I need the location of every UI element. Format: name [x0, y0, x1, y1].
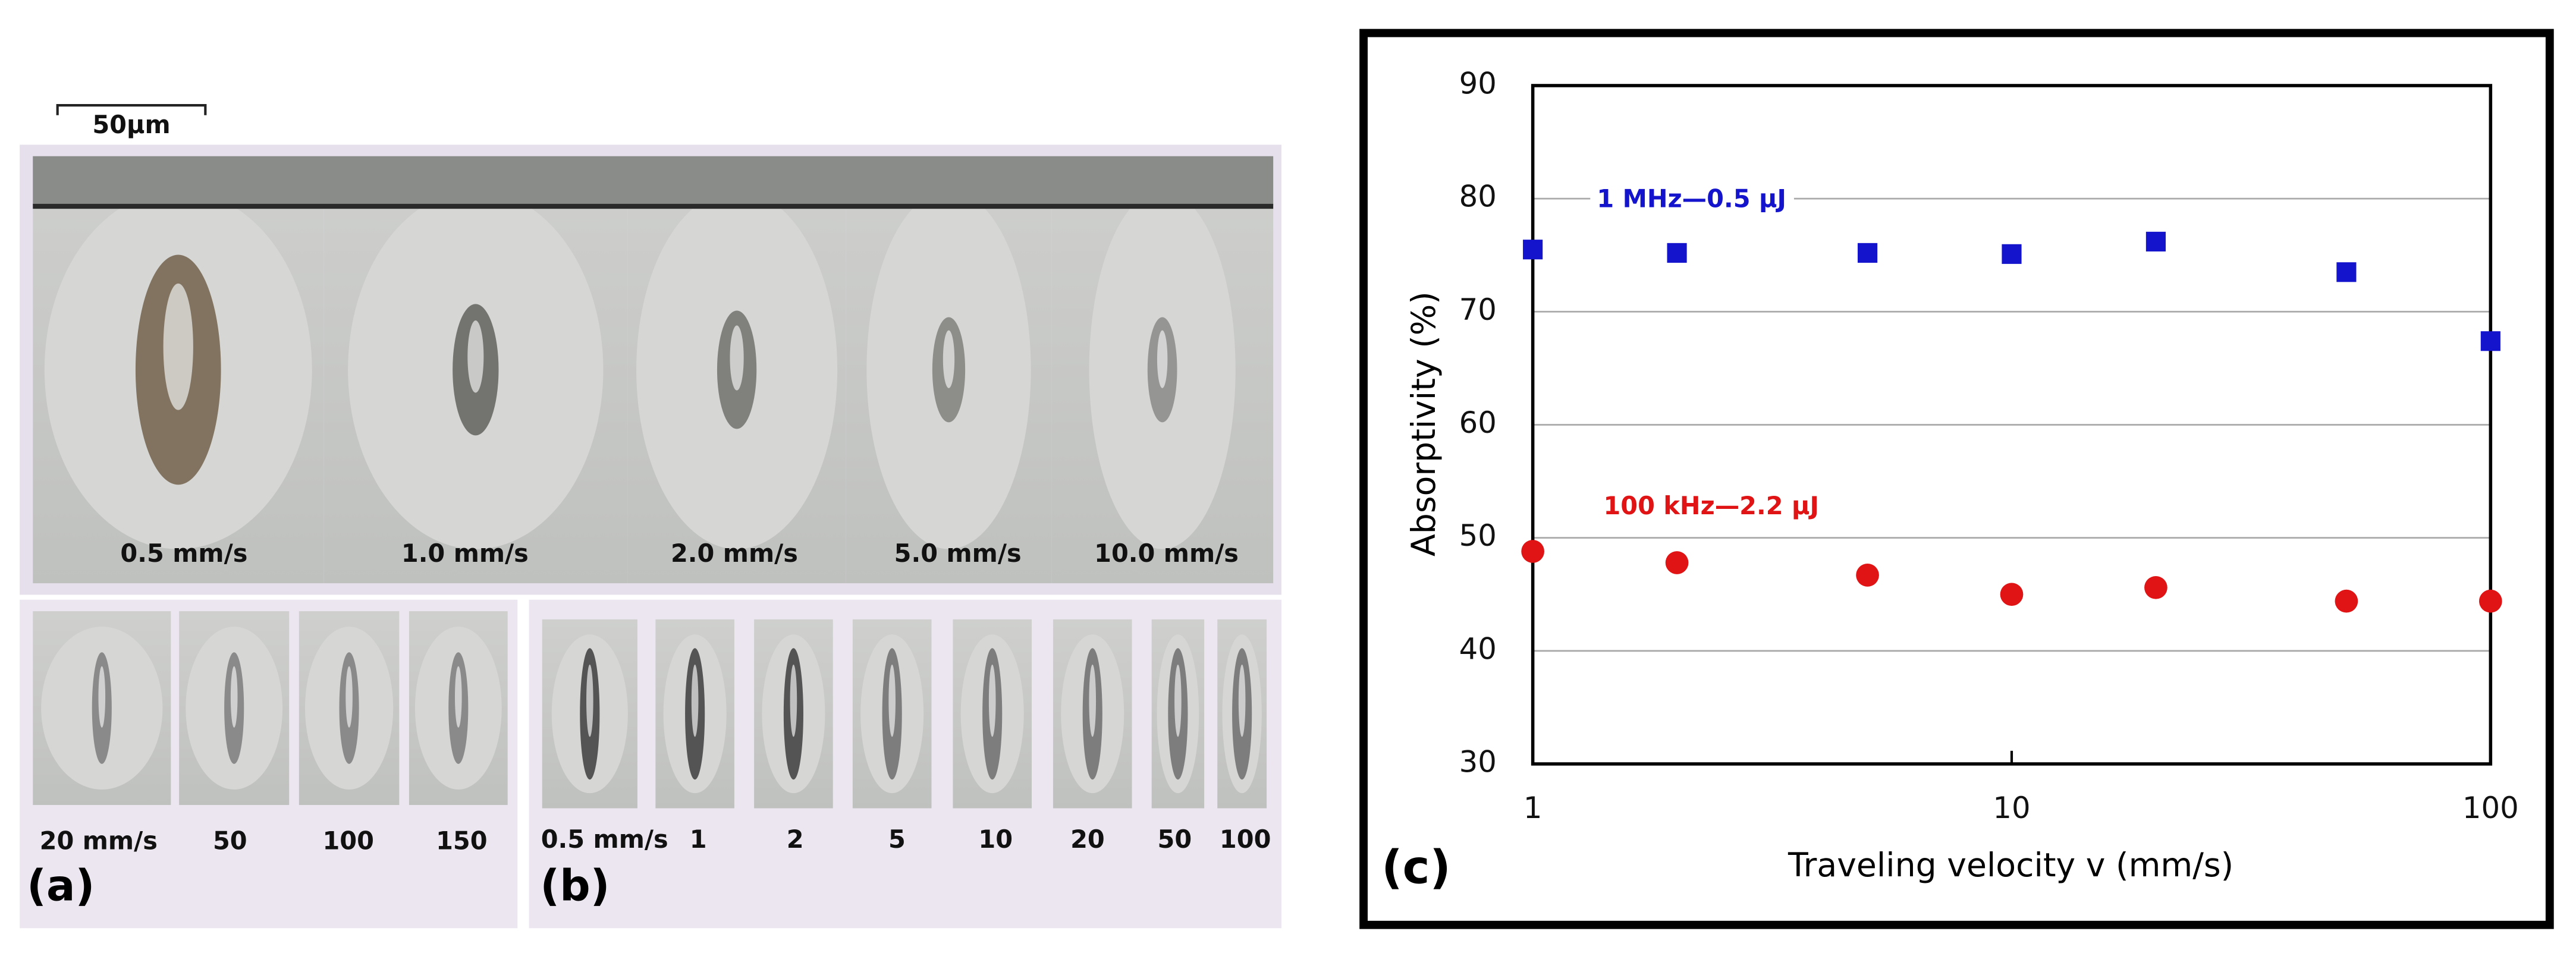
- micrograph-highlight: [467, 320, 484, 393]
- legend-bg: [1590, 182, 1794, 219]
- micrograph-highlight: [1174, 664, 1182, 737]
- image-label: 100: [1220, 825, 1271, 854]
- point: [1856, 564, 1879, 587]
- surface-edge: [33, 156, 1274, 206]
- point: [2335, 589, 2358, 613]
- image-label: 20: [1070, 825, 1105, 854]
- image-label: 50: [213, 827, 247, 856]
- y-axis-title: Absorptivity (%): [1405, 291, 1443, 556]
- micrograph-highlight: [98, 666, 106, 728]
- y-tick-label: 50: [1459, 518, 1497, 553]
- image-label: 100: [322, 827, 374, 856]
- y-tick-label: 30: [1459, 744, 1497, 779]
- micrograph-highlight: [455, 666, 462, 728]
- plot-area: [1531, 84, 2493, 766]
- micrograph-highlight: [943, 330, 955, 388]
- image-label: 0.5 mm/s: [120, 539, 247, 568]
- y-tick-label: 70: [1459, 292, 1497, 327]
- micrograph-highlight: [888, 664, 896, 737]
- panel-label: (c): [1381, 841, 1451, 895]
- point: [1521, 540, 1544, 563]
- micrograph-highlight: [988, 664, 996, 737]
- point: [2144, 575, 2167, 599]
- micrograph-highlight: [230, 666, 238, 728]
- point: [2000, 583, 2024, 606]
- image-label: 5.0 mm/s: [894, 539, 1022, 568]
- x-tick-label: 10: [1993, 791, 2030, 825]
- y-tick-label: 90: [1459, 66, 1497, 100]
- micrograph-highlight: [730, 325, 744, 391]
- legend-bg: [1597, 489, 1801, 526]
- point: [1665, 551, 1689, 574]
- image-label: 1: [690, 825, 707, 854]
- micrograph-highlight: [1157, 330, 1168, 388]
- point: [1667, 243, 1687, 263]
- point: [2336, 262, 2357, 282]
- chart-frame: [1359, 29, 2554, 929]
- series-label: 1 MHz—0.5 μJ: [1597, 184, 1786, 213]
- scale-label: 50μm: [92, 111, 170, 139]
- series-label: 100 kHz—2.2 μJ: [1603, 492, 1818, 520]
- point: [2480, 331, 2500, 351]
- micrograph-highlight: [163, 283, 193, 410]
- micrograph-highlight: [586, 664, 593, 737]
- image-label: 20 mm/s: [40, 827, 158, 856]
- image-label: 2: [787, 825, 804, 854]
- x-tick-label: 100: [2462, 791, 2519, 825]
- micrograph-highlight: [1089, 664, 1097, 737]
- x-axis-title: Traveling velocity v (mm/s): [1788, 847, 2233, 885]
- image-label: 10: [978, 825, 1013, 854]
- y-tick-label: 60: [1459, 405, 1497, 440]
- point: [1857, 243, 1878, 263]
- point: [2145, 231, 2166, 251]
- image-label: 50: [1158, 825, 1192, 854]
- y-tick-label: 80: [1459, 180, 1497, 214]
- image-label: 150: [436, 827, 488, 856]
- point: [2478, 589, 2502, 613]
- point: [1523, 240, 1543, 260]
- micrograph-highlight: [790, 664, 797, 737]
- point: [2002, 244, 2022, 264]
- image-label: 5: [888, 825, 906, 854]
- panel-label: (b): [540, 860, 610, 910]
- y-tick-label: 40: [1459, 631, 1497, 666]
- image-label: 2.0 mm/s: [671, 539, 798, 568]
- image-label: 1.0 mm/s: [401, 539, 529, 568]
- scale-bar: [56, 104, 207, 115]
- micrograph-highlight: [345, 666, 353, 728]
- image-label: 10.0 mm/s: [1094, 539, 1239, 568]
- x-tick-label: 1: [1523, 791, 1543, 825]
- image-label: 0.5 mm/s: [541, 825, 668, 854]
- micrograph-highlight: [1238, 664, 1246, 737]
- panel-label: (a): [27, 860, 95, 910]
- surface-line: [33, 203, 1274, 209]
- micrograph-highlight: [691, 664, 699, 737]
